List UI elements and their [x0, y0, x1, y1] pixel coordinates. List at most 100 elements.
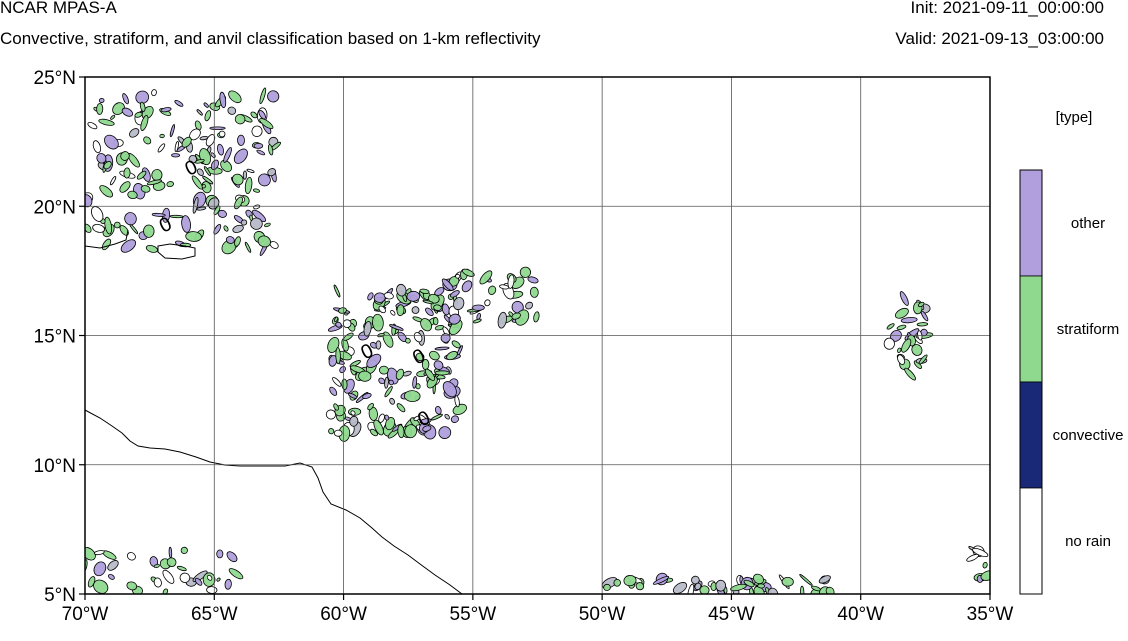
precip-cell: [886, 323, 895, 330]
precip-cell: [120, 151, 130, 161]
precip-cell: [333, 429, 343, 437]
precip-cell: [472, 318, 482, 324]
precip-cell: [403, 390, 421, 403]
precip-cell: [185, 231, 202, 242]
precip-cell: [244, 176, 253, 195]
precip-cell: [216, 549, 224, 559]
precip-cell: [234, 114, 246, 125]
precip-cell: [171, 153, 181, 158]
precip-cell: [223, 225, 229, 232]
x-tick-label: 50°W: [579, 604, 626, 625]
precip-cell: [153, 563, 160, 569]
precip-cell: [342, 319, 352, 329]
precip-cell: [691, 575, 700, 585]
precip-cell: [162, 588, 169, 594]
precip-cell: [904, 367, 916, 381]
precip-cell: [264, 222, 271, 228]
precip-cell: [194, 577, 203, 586]
precip-cell: [699, 585, 710, 594]
precip-cell: [972, 547, 989, 558]
precip-cell: [343, 332, 354, 341]
x-tick-label: 45°W: [708, 604, 755, 625]
precip-cell: [918, 354, 928, 365]
precip-cell: [237, 134, 245, 146]
precip-cell: [225, 236, 235, 244]
precip-cell: [603, 583, 611, 591]
precip-cell: [192, 196, 199, 214]
precip-cell: [529, 286, 539, 298]
legend: [type] other stratiform convective no rain: [1019, 109, 1123, 595]
precip-cell: [411, 306, 420, 314]
precip-cell: [730, 583, 747, 592]
precip-cell: [349, 415, 359, 427]
precip-cell: [920, 310, 929, 322]
precip-cell: [143, 224, 155, 238]
map-title: NCAR MPAS-A: [0, 0, 117, 17]
precip-layer: [85, 87, 990, 594]
precip-cell: [253, 204, 261, 210]
precip-cell: [188, 154, 198, 164]
precip-cell: [104, 134, 119, 150]
precip-cell: [120, 239, 137, 253]
y-tick-label: 15°N: [34, 327, 76, 348]
precip-cell: [202, 175, 214, 185]
precip-cell: [347, 392, 358, 399]
precip-cell: [434, 346, 450, 351]
precip-cell: [715, 579, 727, 592]
init-time: Init: 2021-09-11_00:00:00: [910, 0, 1104, 17]
precip-cell: [384, 376, 389, 389]
precip-cell: [174, 100, 184, 107]
precip-cell: [153, 577, 162, 588]
precip-cell: [333, 403, 339, 411]
precip-cell: [179, 572, 191, 583]
precip-cell: [206, 586, 218, 594]
precip-cell: [258, 173, 271, 187]
precip-cell: [339, 366, 346, 374]
precip-cell: [338, 307, 347, 314]
precip-cell: [406, 290, 421, 302]
precip-cell: [146, 179, 162, 186]
precip-cell: [373, 419, 384, 436]
axis-ticks: 70°W 65°W 60°W 55°W 50°W 45°W 40°W 35°W 25°N 20°N…: [34, 68, 1014, 625]
legend-swatch: [1019, 275, 1043, 383]
precip-cell: [139, 101, 146, 112]
precip-cell: [203, 166, 211, 177]
legend-frame: [1019, 169, 1043, 595]
precip-cell: [249, 214, 253, 221]
precip-cell: [471, 304, 485, 311]
precip-cell: [246, 168, 255, 173]
precip-cell: [93, 579, 109, 594]
precip-cell: [389, 324, 404, 331]
precip-cell: [479, 270, 493, 285]
precip-cell: [430, 413, 443, 421]
precip-cell: [362, 392, 372, 400]
precip-cell: [799, 573, 813, 586]
precip-cell: [422, 299, 434, 305]
precip-cell: [209, 126, 226, 130]
precip-cell: [444, 413, 450, 420]
precip-cell: [800, 585, 805, 594]
precip-cell: [103, 161, 112, 170]
precip-cell: [168, 546, 173, 559]
precip-cell: [613, 579, 621, 587]
precip-cell: [160, 107, 172, 113]
precip-cell: [396, 283, 407, 297]
precip-cell: [176, 565, 187, 572]
precip-cell: [412, 376, 418, 389]
precip-cell: [335, 321, 342, 328]
precip-cell: [169, 124, 175, 138]
precip-cell: [420, 318, 433, 332]
precip-cell: [333, 284, 341, 298]
precip-cell: [108, 573, 115, 580]
precip-cell: [897, 347, 902, 353]
precip-cell: [916, 322, 929, 327]
precip-cell: [242, 170, 248, 180]
precip-cell: [218, 130, 226, 138]
precip-cell: [334, 316, 339, 323]
precip-cell: [450, 415, 459, 423]
coastline-layer: [85, 229, 463, 594]
precip-cell: [136, 170, 147, 180]
precip-cell: [635, 582, 645, 591]
precip-cell: [228, 568, 244, 580]
precip-cell: [98, 118, 115, 126]
